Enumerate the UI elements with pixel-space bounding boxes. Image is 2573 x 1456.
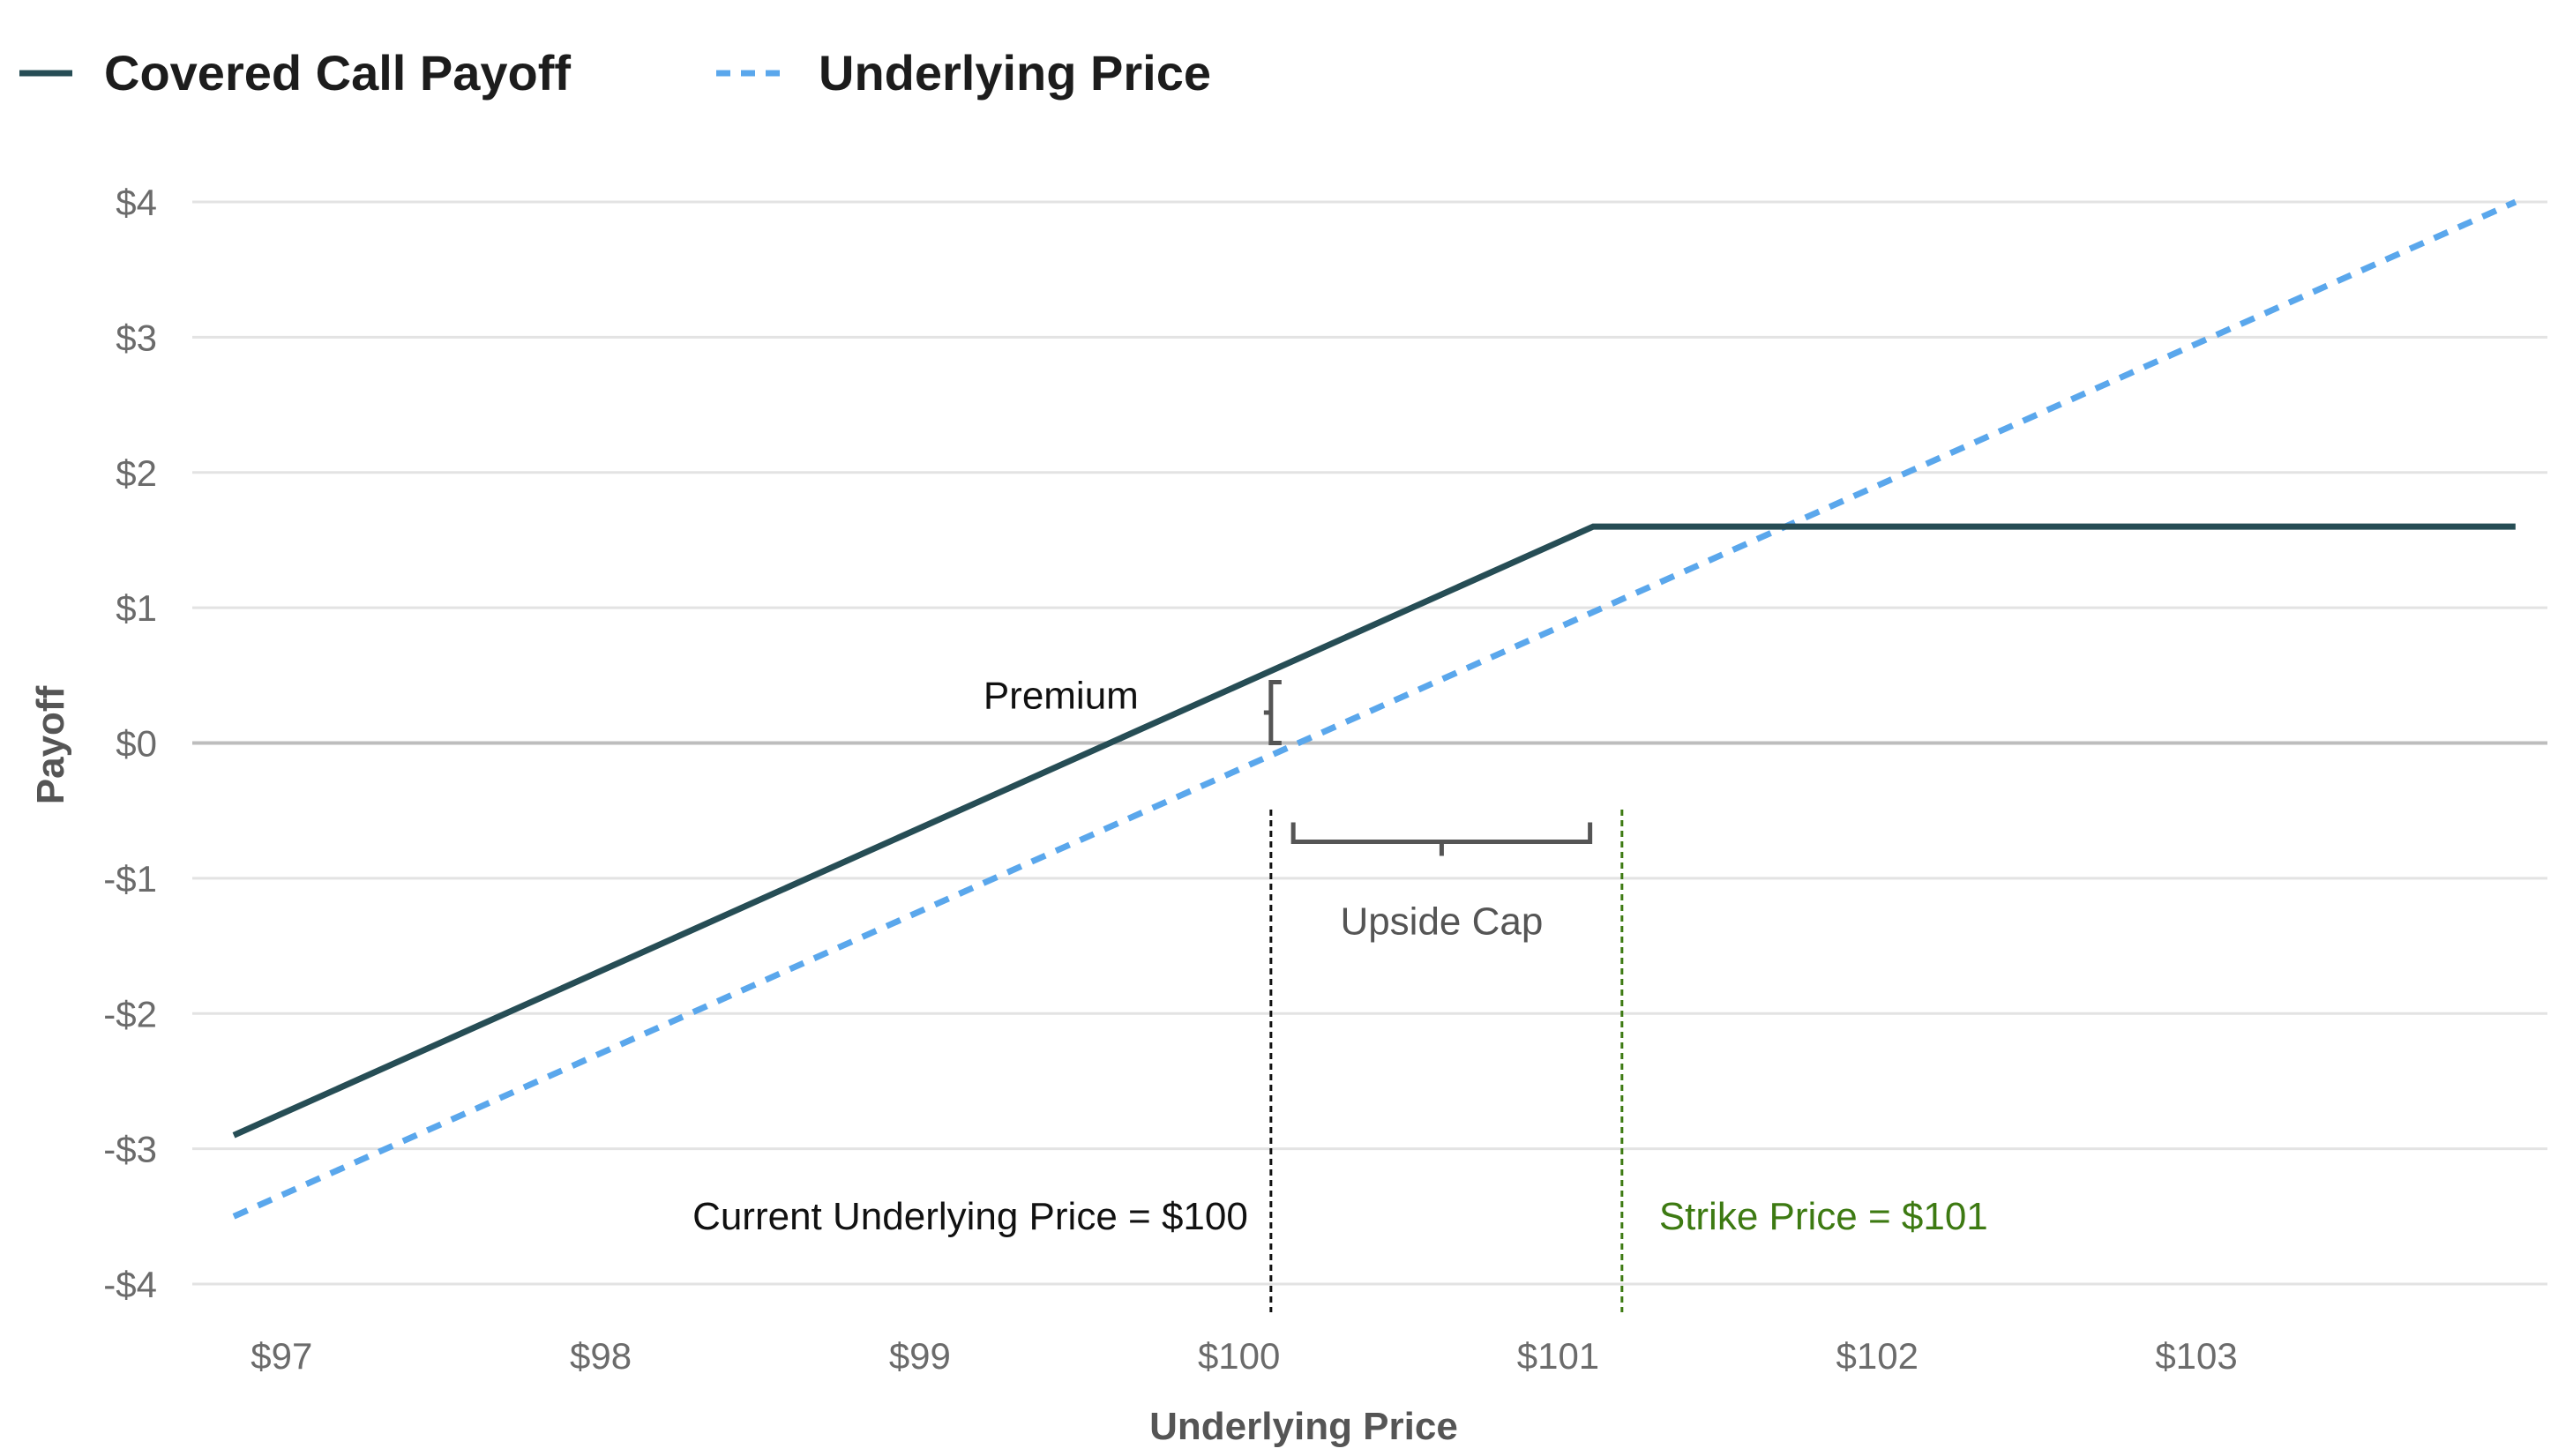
- y-tick-label: $3: [116, 317, 157, 358]
- y-tick-label: $1: [116, 587, 157, 629]
- premium-label: Premium: [984, 674, 1139, 717]
- y-axis-label: Payoff: [29, 685, 72, 804]
- y-tick-label: $2: [116, 452, 157, 494]
- y-tick-label: -$2: [103, 993, 157, 1034]
- strike-price-label: Strike Price = $101: [1659, 1195, 1988, 1238]
- y-tick-label: $0: [116, 723, 157, 765]
- x-tick-label: $101: [1517, 1335, 1599, 1377]
- legend-label-underlying: Underlying Price: [819, 45, 1211, 101]
- legend: Covered Call Payoff Underlying Price: [19, 45, 1211, 101]
- x-tick-label: $97: [251, 1335, 312, 1377]
- upside-cap-label: Upside Cap: [1340, 900, 1543, 943]
- x-tick-label: $103: [2155, 1335, 2237, 1377]
- annotations: Premium Upside Cap Current Underlying Pr…: [692, 674, 1988, 1238]
- gridlines: [192, 200, 2547, 1286]
- x-axis-label: Underlying Price: [1149, 1405, 1458, 1448]
- x-axis-ticks: $97 $98 $99 $100 $101 $102 $103: [251, 1335, 2237, 1377]
- data-series: [232, 198, 2517, 1220]
- x-tick-label: $100: [1198, 1335, 1280, 1377]
- y-tick-label: -$4: [103, 1264, 157, 1305]
- premium-bracket: [1263, 679, 1282, 745]
- x-tick-label: $99: [889, 1335, 951, 1377]
- y-tick-label: $4: [116, 182, 157, 223]
- y-tick-label: -$1: [103, 858, 157, 900]
- x-tick-label: $98: [570, 1335, 632, 1377]
- x-tick-label: $102: [1836, 1335, 1919, 1377]
- series-line-covered-call-payoff: [232, 523, 2516, 1139]
- reference-lines: [1269, 810, 1624, 1312]
- y-tick-label: -$3: [103, 1129, 157, 1170]
- series-line-underlying-price: [232, 198, 2517, 1220]
- current-price-label: Current Underlying Price = $100: [692, 1195, 1248, 1238]
- y-axis-ticks: $4 $3 $2 $1 $0 -$1 -$2 -$3 -$4: [103, 182, 157, 1305]
- legend-label-covered-call: Covered Call Payoff: [104, 45, 571, 101]
- upside-cap-bracket: [1290, 822, 1593, 856]
